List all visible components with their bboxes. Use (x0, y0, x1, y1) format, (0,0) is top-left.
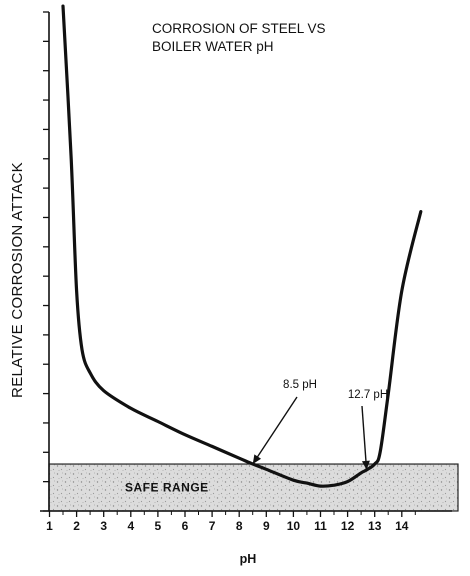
x-tick-label: 10 (287, 519, 301, 533)
y-axis-label: RELATIVE CORROSION ATTACK (9, 162, 26, 398)
x-tick-label: 6 (182, 519, 189, 533)
x-tick-label: 11 (314, 519, 327, 533)
x-axis-label: pH (240, 552, 257, 566)
corrosion-curve (61, 4, 423, 488)
x-tick-label: 7 (209, 519, 216, 533)
x-tick-label: 9 (263, 519, 270, 533)
safe-range-label: SAFE RANGE (125, 481, 209, 495)
x-tick-label: 14 (395, 519, 409, 533)
annotation-arrow (361, 405, 368, 470)
annotation-arrowhead (252, 454, 262, 465)
annotation-arrow (252, 396, 298, 465)
safe-range-band (48, 463, 459, 512)
x-axis-ticks: 1 2 3 4 5 6 7 8 9 10 11 12 13 14 (46, 511, 416, 533)
chart-title-line-2: BOILER WATER pH (152, 39, 274, 54)
x-tick-label: 13 (368, 519, 382, 533)
annotation-label: 8.5 pH (283, 379, 317, 391)
x-tick-label: 1 (46, 519, 53, 533)
x-tick-label: 8 (236, 519, 243, 533)
x-tick-label: 4 (127, 519, 134, 533)
x-tick-label: 5 (155, 519, 162, 533)
y-axis-ticks (43, 11, 49, 512)
x-tick-label: 2 (73, 519, 80, 533)
x-tick-label: 3 (100, 519, 107, 533)
x-tick-label: 12 (341, 519, 355, 533)
annotation-arrowhead (361, 460, 370, 470)
annotation-label: 12.7 pH (348, 389, 388, 401)
annotations: 8.5 pH 12.7 pH (252, 379, 388, 470)
chart-title-line-1: CORROSION OF STEEL VS (152, 21, 326, 36)
